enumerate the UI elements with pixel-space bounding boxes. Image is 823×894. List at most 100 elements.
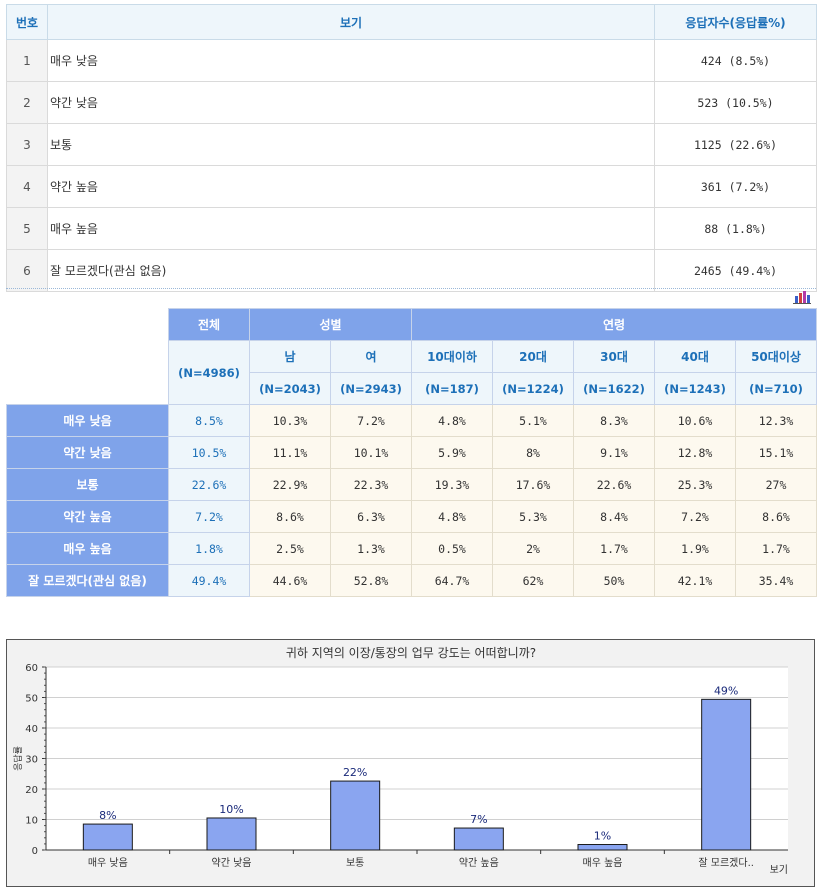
cell-value: 4.8% bbox=[411, 404, 493, 437]
x-tick-label: 매우 높음 bbox=[583, 857, 623, 869]
cell-value: 6.3% bbox=[330, 500, 412, 533]
row-total: 7.2% bbox=[168, 500, 250, 533]
header-total: 전체 bbox=[168, 308, 250, 341]
row-label: 매우 높음 bbox=[6, 532, 169, 565]
row-number: 4 bbox=[6, 165, 48, 208]
cell-value: 1.9% bbox=[654, 532, 736, 565]
table-row: 6 잘 모르겠다(관심 없음) 2465 (49.4%) bbox=[6, 249, 817, 292]
row-count: 1125 (22.6%) bbox=[654, 123, 817, 166]
bar-data-label: 22% bbox=[343, 766, 367, 779]
cell-value: 4.8% bbox=[411, 500, 493, 533]
row-option-label: 잘 모르겠다(관심 없음) bbox=[47, 249, 655, 292]
row-total: 49.4% bbox=[168, 564, 250, 597]
row-option-label: 보통 bbox=[47, 123, 655, 166]
cell-value: 44.6% bbox=[249, 564, 331, 597]
group-n: (N=1243) bbox=[654, 372, 736, 405]
row-total: 8.5% bbox=[168, 404, 250, 437]
row-option-label: 매우 높음 bbox=[47, 207, 655, 250]
row-count: 361 (7.2%) bbox=[654, 165, 817, 208]
table-row: 5 매우 높음 88 (1.8%) bbox=[6, 207, 817, 250]
cell-value: 35.4% bbox=[735, 564, 817, 597]
cell-value: 15.1% bbox=[735, 436, 817, 469]
x-tick-label: 매우 낮음 bbox=[88, 857, 128, 869]
response-table-header: 번호 보기 응답자수(응답률%) bbox=[6, 4, 817, 40]
bar-chart-icon[interactable] bbox=[793, 290, 811, 304]
group-label: 여 bbox=[330, 340, 412, 373]
row-count: 424 (8.5%) bbox=[654, 39, 817, 82]
cell-value: 8.6% bbox=[249, 500, 331, 533]
x-axis-label: 보기 bbox=[770, 864, 788, 876]
crosstab-row: 보통 22.6% 22.9% 22.3% 19.3% 17.6% 22.6% 2… bbox=[6, 468, 817, 501]
cell-value: 22.6% bbox=[573, 468, 655, 501]
x-tick-label: 약간 낮음 bbox=[212, 857, 252, 869]
bar bbox=[206, 817, 257, 851]
group-label: 남 bbox=[249, 340, 331, 373]
row-label: 약간 높음 bbox=[6, 500, 169, 533]
table-row: 4 약간 높음 361 (7.2%) bbox=[6, 165, 817, 208]
row-number: 1 bbox=[6, 39, 48, 82]
row-count: 2465 (49.4%) bbox=[654, 249, 817, 292]
cell-value: 5.9% bbox=[411, 436, 493, 469]
response-table: 번호 보기 응답자수(응답률%) 1 매우 낮음 424 (8.5%) 2 약간… bbox=[6, 4, 817, 292]
cell-value: 50% bbox=[573, 564, 655, 597]
y-tick-label: 30 bbox=[25, 755, 38, 766]
y-tick-label: 40 bbox=[25, 724, 38, 735]
crosstab-corner bbox=[6, 308, 169, 405]
cell-value: 0.5% bbox=[411, 532, 493, 565]
row-option-label: 약간 낮음 bbox=[47, 81, 655, 124]
cell-value: 8% bbox=[492, 436, 574, 469]
cell-value: 1.3% bbox=[330, 532, 412, 565]
y-tick-label: 0 bbox=[32, 846, 38, 857]
group-n: (N=1224) bbox=[492, 372, 574, 405]
table-row: 2 약간 낮음 523 (10.5%) bbox=[6, 81, 817, 124]
row-total: 1.8% bbox=[168, 532, 250, 565]
header-no: 번호 bbox=[6, 4, 48, 40]
bar-data-label: 1% bbox=[594, 830, 611, 843]
group-n: (N=710) bbox=[735, 372, 817, 405]
group-label: 10대이하 bbox=[411, 340, 493, 373]
bar-chart-canvas: 귀하 지역의 이장/통장의 업무 강도는 어떠합니까? 0 10 20 30 40 50 6… bbox=[12, 646, 788, 876]
crosstab-row: 매우 낮음 8.5% 10.3% 7.2% 4.8% 5.1% 8.3% 10.… bbox=[6, 404, 817, 437]
y-axis-label: 응답률 bbox=[12, 746, 24, 771]
header-option: 보기 bbox=[47, 4, 655, 40]
group-n: (N=1622) bbox=[573, 372, 655, 405]
row-option-label: 매우 낮음 bbox=[47, 39, 655, 82]
bar-chart: 귀하 지역의 이장/통장의 업무 강도는 어떠합니까? 0 10 20 30 40 50 6… bbox=[6, 639, 815, 887]
bar bbox=[701, 698, 752, 851]
header-age: 연령 bbox=[411, 308, 817, 341]
group-label: 40대 bbox=[654, 340, 736, 373]
cell-value: 10.6% bbox=[654, 404, 736, 437]
row-number: 5 bbox=[6, 207, 48, 250]
cell-value: 12.8% bbox=[654, 436, 736, 469]
cell-value: 10.3% bbox=[249, 404, 331, 437]
bar bbox=[577, 844, 628, 851]
crosstab-header-row: 전체 성별 연령 bbox=[6, 308, 817, 405]
cell-value: 42.1% bbox=[654, 564, 736, 597]
bar bbox=[82, 823, 133, 851]
cell-value: 64.7% bbox=[411, 564, 493, 597]
bar-data-label: 8% bbox=[99, 809, 116, 822]
row-number: 2 bbox=[6, 81, 48, 124]
group-label: 20대 bbox=[492, 340, 574, 373]
crosstab-row: 잘 모르겠다(관심 없음) 49.4% 44.6% 52.8% 64.7% 62… bbox=[6, 564, 817, 597]
cell-value: 27% bbox=[735, 468, 817, 501]
cell-value: 5.3% bbox=[492, 500, 574, 533]
header-count: 응답자수(응답률%) bbox=[654, 4, 817, 40]
cell-value: 8.3% bbox=[573, 404, 655, 437]
row-label: 매우 낮음 bbox=[6, 404, 169, 437]
cell-value: 7.2% bbox=[330, 404, 412, 437]
y-tick-label: 60 bbox=[25, 663, 38, 674]
cell-value: 2% bbox=[492, 532, 574, 565]
cell-value: 8.4% bbox=[573, 500, 655, 533]
table-divider bbox=[6, 288, 816, 289]
bar-data-label: 49% bbox=[714, 684, 738, 697]
total-n: (N=4986) bbox=[168, 340, 250, 405]
cell-value: 22.9% bbox=[249, 468, 331, 501]
cell-value: 1.7% bbox=[735, 532, 817, 565]
row-total: 10.5% bbox=[168, 436, 250, 469]
cell-value: 19.3% bbox=[411, 468, 493, 501]
chart-title: 귀하 지역의 이장/통장의 업무 강도는 어떠합니까? bbox=[286, 646, 536, 660]
cell-value: 2.5% bbox=[249, 532, 331, 565]
x-tick-label: 잘 모르겠다.. bbox=[698, 857, 754, 869]
bar bbox=[330, 780, 381, 851]
